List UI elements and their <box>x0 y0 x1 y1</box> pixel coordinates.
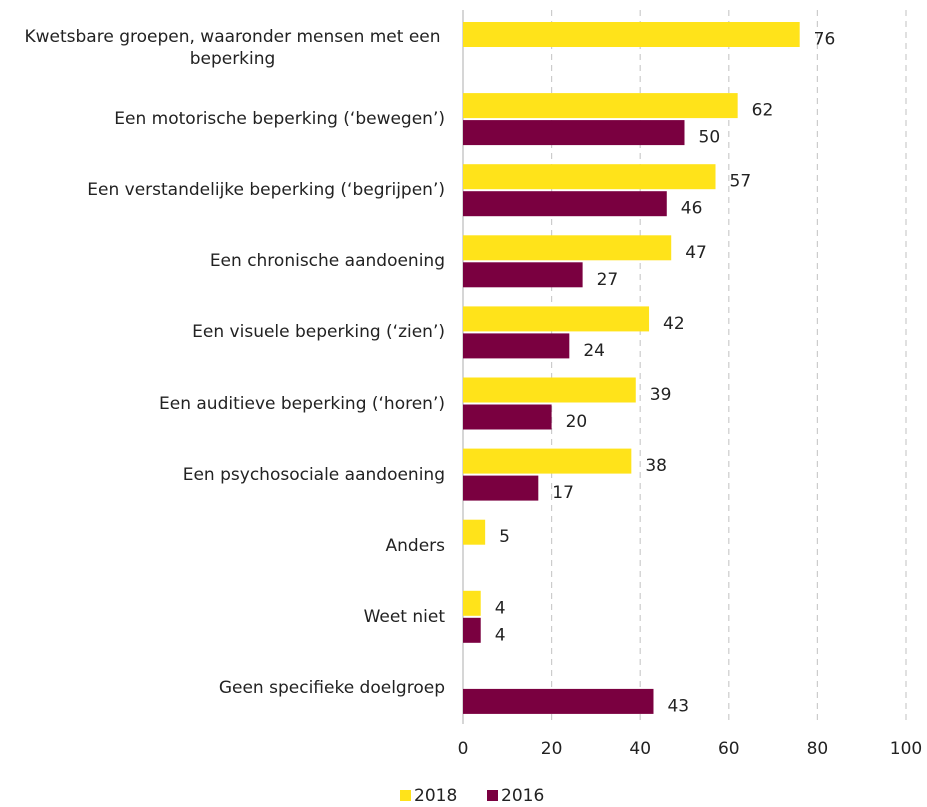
bar <box>463 688 654 714</box>
x-tick-label: 100 <box>890 739 922 759</box>
category-label: Een chronische aandoening <box>209 251 445 272</box>
bar <box>463 404 552 430</box>
category-label: Een auditieve beperking (‘horen’) <box>159 393 445 414</box>
category-label: Geen specifieke doelgroep <box>218 677 445 698</box>
bar <box>463 93 738 119</box>
legend-swatch <box>487 790 498 801</box>
x-tick-label: 80 <box>807 739 829 759</box>
legend-swatch <box>400 790 411 801</box>
value-label: 62 <box>752 101 774 121</box>
bar <box>463 519 486 545</box>
bar <box>463 333 570 359</box>
value-label: 4 <box>495 625 506 645</box>
category-label: Weet niet <box>363 606 445 627</box>
x-tick-label: 20 <box>541 739 563 759</box>
bar <box>463 22 800 47</box>
legend-label: 2018 <box>414 786 457 806</box>
value-label: 47 <box>685 243 707 263</box>
value-label: 27 <box>597 270 619 290</box>
value-label: 4 <box>495 598 506 618</box>
value-label: 24 <box>583 341 605 361</box>
bar <box>463 235 672 261</box>
value-label: 5 <box>499 527 510 547</box>
value-label: 76 <box>814 30 836 50</box>
x-tick-label: 0 <box>458 739 469 759</box>
category-label: Een psychosociale aandoening <box>182 464 445 485</box>
bar <box>463 191 667 217</box>
bar <box>463 164 716 190</box>
value-label: 43 <box>667 696 689 716</box>
bar <box>463 475 539 501</box>
value-label: 17 <box>552 483 574 503</box>
value-label: 42 <box>663 314 685 334</box>
category-label: Een visuele beperking (‘zien’) <box>192 322 445 343</box>
value-label: 39 <box>650 385 672 405</box>
bar <box>463 590 481 616</box>
legend-label: 2016 <box>501 786 544 806</box>
value-label: 38 <box>645 456 667 476</box>
x-tick-label: 60 <box>718 739 740 759</box>
bar <box>463 262 583 288</box>
category-label: Een motorische beperking (‘bewegen’) <box>114 109 445 130</box>
category-label: Anders <box>385 535 446 556</box>
category-label: Kwetsbare groepen, waaronder mensen met … <box>24 27 441 69</box>
category-label: Een verstandelijke beperking (‘begrijpen… <box>87 180 445 201</box>
x-tick-label: 40 <box>629 739 651 759</box>
bar <box>463 120 685 146</box>
value-label: 46 <box>681 199 703 219</box>
value-label: 50 <box>699 128 721 148</box>
bar <box>463 306 650 332</box>
value-label: 57 <box>730 172 752 192</box>
bar <box>463 377 636 403</box>
bar <box>463 617 481 643</box>
bar <box>463 448 632 474</box>
value-label: 20 <box>566 412 588 432</box>
